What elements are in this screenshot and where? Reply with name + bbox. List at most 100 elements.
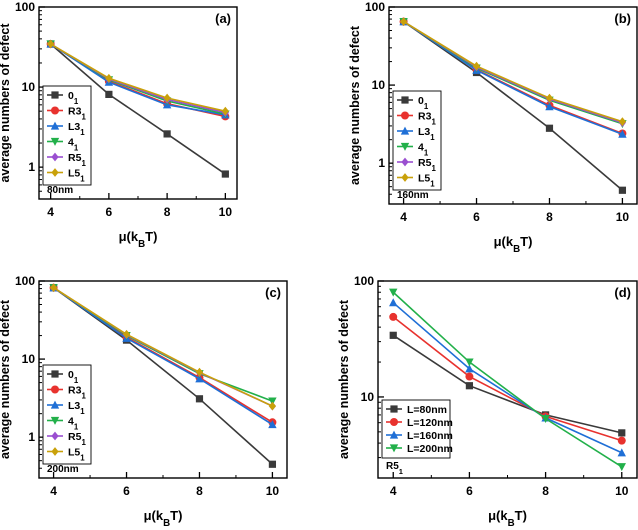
y-tick-label-main: 100 bbox=[15, 274, 35, 288]
series-line bbox=[403, 20, 623, 135]
legend-box bbox=[42, 85, 92, 186]
legend-entry-sub: 1 bbox=[430, 179, 435, 188]
panel-note: 200nm bbox=[47, 464, 79, 475]
legend-entry-sub: 1 bbox=[80, 128, 85, 137]
x-axis-title-main: μ(k bbox=[494, 234, 514, 249]
panel-note-main: R5 bbox=[386, 461, 399, 472]
data-point bbox=[617, 463, 626, 472]
legend-entry-main: L=160nm bbox=[407, 430, 453, 442]
series-line bbox=[392, 291, 623, 468]
data-point bbox=[618, 117, 627, 127]
panel-label-main: (a) bbox=[215, 11, 231, 26]
y-axis-title: average numbers of defect bbox=[348, 25, 362, 185]
legend-entry: R31 bbox=[418, 111, 436, 127]
data-point bbox=[47, 39, 55, 49]
x-tick-label: 4 bbox=[390, 484, 397, 498]
panel-note: 160nm bbox=[397, 190, 429, 201]
x-tick-label: 8 bbox=[542, 484, 549, 498]
x-tick-label: 6 bbox=[473, 210, 480, 224]
y-tick-label-main: 1 bbox=[28, 430, 35, 444]
legend-entry: L31 bbox=[68, 400, 85, 416]
legend-box bbox=[392, 90, 442, 191]
data-point bbox=[195, 395, 204, 403]
y-tick-label-main: 1 bbox=[28, 160, 35, 174]
x-tick-label-main: 8 bbox=[542, 484, 549, 498]
legend-entry-main: R5 bbox=[68, 431, 82, 443]
panel-note-main: 200nm bbox=[47, 464, 79, 475]
y-tick-label: 1 bbox=[28, 430, 35, 444]
legend-entry: L=160nm bbox=[407, 430, 453, 442]
x-tick-label-main: 10 bbox=[616, 210, 630, 224]
series-line bbox=[392, 316, 623, 442]
x-tick-label: 10 bbox=[616, 210, 630, 224]
legend-entry: R51 bbox=[68, 152, 86, 168]
series-line bbox=[392, 334, 622, 434]
data-point bbox=[268, 401, 277, 411]
x-tick-label-main: 4 bbox=[47, 205, 54, 219]
x-tick-label: 4 bbox=[50, 484, 57, 498]
legend-entry-main: 0 bbox=[418, 95, 424, 107]
legend-entry: L51 bbox=[68, 168, 85, 184]
panel-label: (b) bbox=[614, 11, 631, 26]
data-point bbox=[268, 397, 277, 406]
series-line bbox=[53, 287, 273, 407]
legend-swatch-marker bbox=[401, 157, 409, 167]
x-tick-label: 4 bbox=[47, 205, 54, 219]
legend-swatch-marker bbox=[389, 430, 399, 439]
x-axis-title-main: μ(k bbox=[119, 229, 139, 244]
legend-entry-sub: 1 bbox=[74, 422, 79, 431]
legend-swatch-marker bbox=[51, 370, 59, 378]
x-tick-label-main: 4 bbox=[400, 210, 407, 224]
legend-entry-main: 4 bbox=[68, 416, 74, 428]
data-point bbox=[389, 288, 398, 297]
x-tick-label-main: 4 bbox=[390, 484, 397, 498]
panel-label: (c) bbox=[265, 285, 281, 300]
y-tick-label: 100 bbox=[365, 0, 385, 14]
legend-entry: L51 bbox=[68, 447, 85, 463]
legend-entry-sub: 1 bbox=[74, 97, 79, 106]
legend-entry-main: 4 bbox=[68, 137, 74, 149]
legend-swatch-marker bbox=[50, 400, 60, 409]
x-axis-title-tail: T) bbox=[515, 508, 527, 523]
panel-note-main: 80nm bbox=[47, 185, 73, 196]
x-tick-label: 6 bbox=[106, 205, 113, 219]
x-tick-label-main: 10 bbox=[266, 484, 280, 498]
panel-label-main: (d) bbox=[614, 285, 631, 300]
legend-entry-sub: 1 bbox=[431, 117, 436, 126]
x-axis-title-tail: T) bbox=[520, 234, 532, 249]
x-axis-title-sub: B bbox=[508, 518, 515, 529]
legend-entry-sub: 1 bbox=[81, 391, 86, 400]
data-point bbox=[268, 460, 277, 468]
panel-label-main: (c) bbox=[265, 285, 281, 300]
legend-swatch-marker bbox=[401, 96, 409, 104]
legend-entry: 41 bbox=[68, 137, 79, 153]
series-line bbox=[392, 302, 623, 454]
data-point bbox=[195, 374, 204, 383]
series-line bbox=[53, 287, 273, 426]
data-point bbox=[618, 186, 627, 194]
legend-swatch-marker bbox=[51, 168, 59, 177]
legend-swatch-marker bbox=[50, 121, 60, 130]
legend-entry-main: R3 bbox=[68, 106, 82, 118]
legend-swatch-marker bbox=[389, 444, 399, 453]
x-axis-title: μ(kBT) bbox=[144, 508, 183, 529]
y-tick-label-main: 10 bbox=[22, 352, 36, 366]
x-tick-label-main: 6 bbox=[466, 484, 473, 498]
y-tick-label-main: 10 bbox=[22, 80, 36, 94]
legend-entry: R31 bbox=[68, 385, 86, 401]
data-point bbox=[163, 130, 171, 138]
y-tick-label-main: 10 bbox=[372, 78, 386, 92]
legend-swatch-marker bbox=[51, 91, 59, 99]
legend-entry: 01 bbox=[68, 90, 79, 106]
data-point bbox=[465, 364, 474, 373]
legend-entry: R31 bbox=[68, 106, 86, 122]
legend-entry: 01 bbox=[68, 369, 79, 385]
data-point bbox=[472, 61, 481, 71]
y-tick-label-main: 100 bbox=[354, 274, 374, 288]
